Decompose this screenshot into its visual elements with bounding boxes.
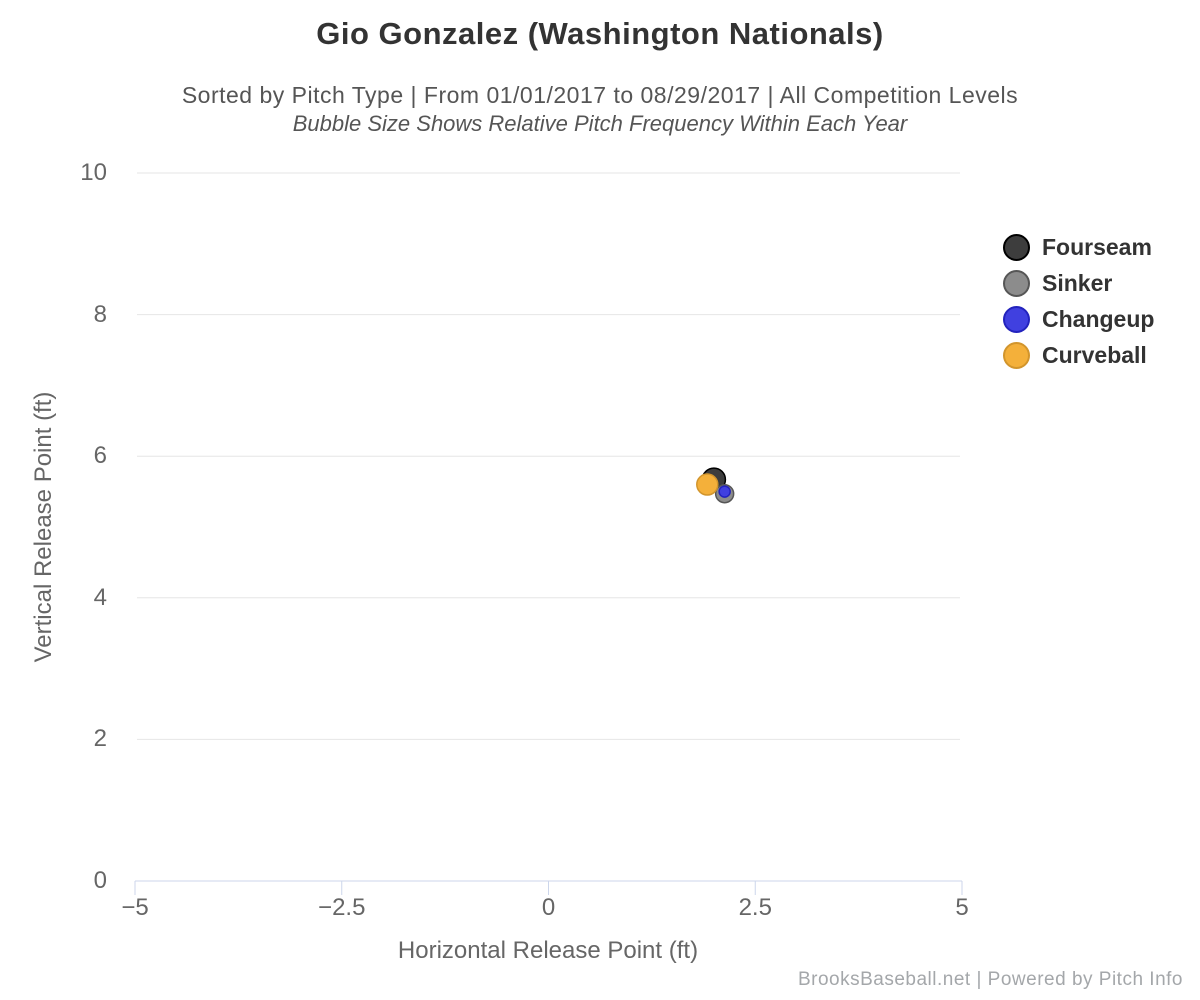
x-tick-label--5: −5 bbox=[121, 894, 149, 921]
legend-label-sinker: Sinker bbox=[1042, 269, 1113, 296]
bubble-curveball[interactable] bbox=[696, 473, 719, 496]
chart-bubble-note: Bubble Size Shows Relative Pitch Frequen… bbox=[292, 111, 908, 136]
x-tick-label-5: 5 bbox=[955, 894, 969, 921]
bubble-changeup[interactable] bbox=[718, 485, 731, 498]
legend-label-fourseam: Fourseam bbox=[1042, 233, 1152, 260]
legend-label-changeup: Changeup bbox=[1042, 305, 1155, 332]
legend-marker-sinker-icon bbox=[1003, 269, 1030, 297]
legend-label-curveball: Curveball bbox=[1042, 341, 1147, 368]
y-axis-title: Vertical Release Point (ft) bbox=[30, 391, 57, 663]
y-tick-label-8: 8 bbox=[93, 300, 107, 328]
legend-marker-fourseam-icon bbox=[1003, 233, 1030, 261]
legend-marker-changeup-icon bbox=[1003, 305, 1030, 333]
legend-item-curveball[interactable]: Curveball bbox=[1003, 337, 1154, 373]
y-tick-label-4: 4 bbox=[93, 583, 107, 611]
x-tick-label--2.5: −2.5 bbox=[318, 894, 366, 921]
y-tick-label-0: 0 bbox=[93, 867, 107, 894]
legend-item-changeup[interactable]: Changeup bbox=[1003, 301, 1154, 337]
y-tick-label-2: 2 bbox=[93, 725, 107, 753]
chart-subtitle: Sorted by Pitch Type | From 01/01/2017 t… bbox=[181, 82, 1019, 108]
y-tick-label-6: 6 bbox=[93, 442, 107, 470]
legend: Fourseam Sinker Changeup Curveball bbox=[1003, 229, 1154, 373]
x-tick-label-0: 0 bbox=[541, 894, 556, 921]
credit-footer: BrooksBaseball.net | Powered by Pitch In… bbox=[797, 969, 1183, 990]
legend-item-sinker[interactable]: Sinker bbox=[1003, 265, 1154, 301]
x-axis-title: Horizontal Release Point (ft) bbox=[397, 937, 699, 964]
legend-marker-curveball-icon bbox=[1003, 341, 1030, 369]
y-tick-label-10: 10 bbox=[80, 159, 107, 186]
chart-title: Gio Gonzalez (Washington Nationals) bbox=[316, 16, 884, 51]
legend-item-fourseam[interactable]: Fourseam bbox=[1003, 229, 1154, 265]
x-tick-label-2.5: 2.5 bbox=[738, 894, 772, 921]
